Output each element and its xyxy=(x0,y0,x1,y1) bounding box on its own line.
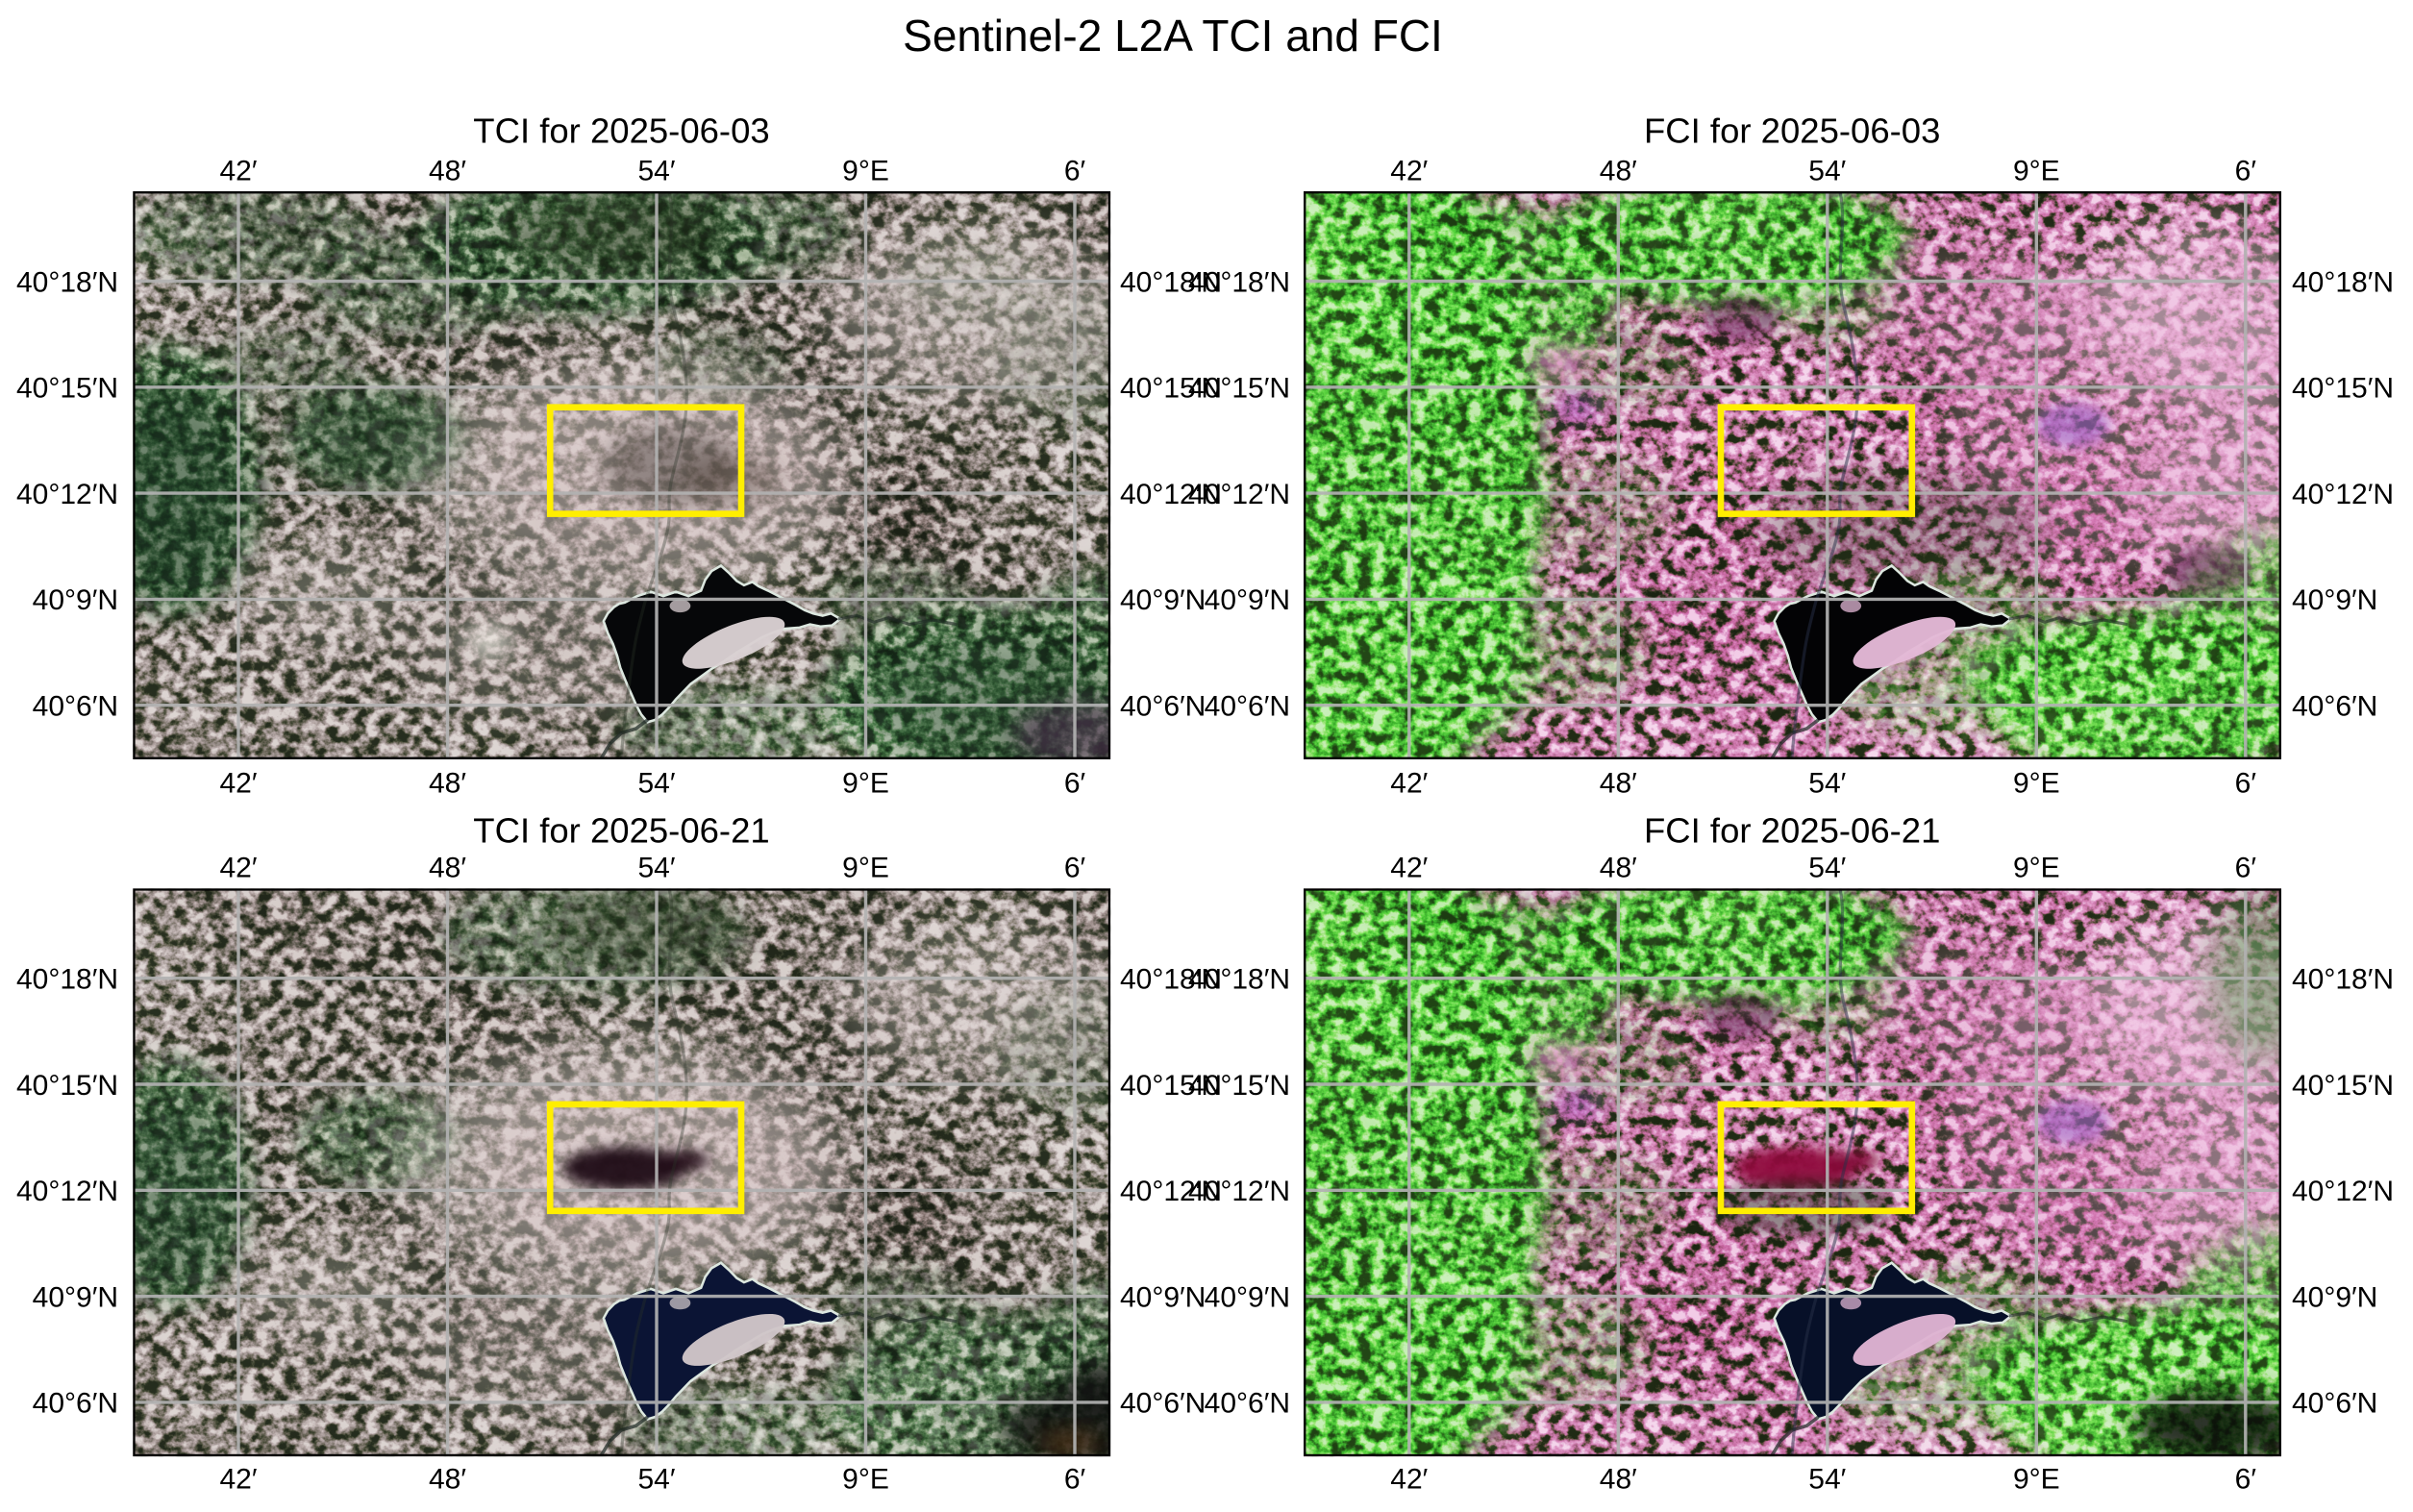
svg-text:40°12′N: 40°12′N xyxy=(1188,479,1290,510)
svg-text:6′: 6′ xyxy=(2235,767,2257,799)
svg-text:42′: 42′ xyxy=(1390,1463,1428,1495)
svg-text:40°12′N: 40°12′N xyxy=(1120,479,1222,510)
svg-text:FCI for 2025-06-03: FCI for 2025-06-03 xyxy=(1644,112,1940,151)
svg-text:6′: 6′ xyxy=(2235,1463,2257,1495)
svg-text:40°15′N: 40°15′N xyxy=(1188,373,1290,405)
svg-text:40°6′N: 40°6′N xyxy=(2292,1388,2377,1420)
svg-text:40°18′N: 40°18′N xyxy=(2292,964,2394,996)
svg-text:40°18′N: 40°18′N xyxy=(1120,266,1222,298)
svg-text:42′: 42′ xyxy=(1390,155,1428,186)
svg-text:42′: 42′ xyxy=(1390,767,1428,799)
svg-text:Sentinel-2 L2A TCI and FCI: Sentinel-2 L2A TCI and FCI xyxy=(903,11,1443,61)
svg-text:9°E: 9°E xyxy=(2013,852,2060,883)
svg-text:40°6′N: 40°6′N xyxy=(1120,1388,1206,1420)
svg-text:40°6′N: 40°6′N xyxy=(1120,691,1206,723)
svg-text:40°12′N: 40°12′N xyxy=(16,479,118,510)
svg-text:9°E: 9°E xyxy=(842,155,889,186)
svg-text:40°15′N: 40°15′N xyxy=(16,373,118,405)
svg-text:40°18′N: 40°18′N xyxy=(2292,266,2394,298)
svg-text:TCI for 2025-06-21: TCI for 2025-06-21 xyxy=(473,810,769,850)
svg-text:40°9′N: 40°9′N xyxy=(2292,1281,2377,1313)
svg-text:9°E: 9°E xyxy=(842,767,889,799)
svg-text:42′: 42′ xyxy=(220,1463,258,1495)
svg-text:40°15′N: 40°15′N xyxy=(1120,1070,1222,1102)
svg-text:40°9′N: 40°9′N xyxy=(1120,584,1206,616)
svg-text:40°6′N: 40°6′N xyxy=(33,691,118,723)
svg-text:40°12′N: 40°12′N xyxy=(2292,479,2394,510)
svg-text:9°E: 9°E xyxy=(842,1463,889,1495)
svg-text:48′: 48′ xyxy=(1600,1463,1637,1495)
svg-text:40°15′N: 40°15′N xyxy=(2292,373,2394,405)
svg-text:54′: 54′ xyxy=(638,852,676,883)
svg-text:40°18′N: 40°18′N xyxy=(1120,964,1222,996)
svg-text:40°18′N: 40°18′N xyxy=(1188,964,1290,996)
svg-text:40°6′N: 40°6′N xyxy=(2292,691,2377,723)
svg-text:48′: 48′ xyxy=(429,155,466,186)
svg-text:42′: 42′ xyxy=(1390,852,1428,883)
svg-text:9°E: 9°E xyxy=(842,852,889,883)
svg-text:40°9′N: 40°9′N xyxy=(2292,584,2377,616)
svg-text:40°18′N: 40°18′N xyxy=(1188,266,1290,298)
svg-text:40°9′N: 40°9′N xyxy=(1205,1281,1290,1313)
svg-text:54′: 54′ xyxy=(1808,1463,1846,1495)
svg-text:54′: 54′ xyxy=(638,767,676,799)
svg-text:6′: 6′ xyxy=(1064,155,1086,186)
svg-text:40°12′N: 40°12′N xyxy=(1120,1176,1222,1207)
svg-text:48′: 48′ xyxy=(1600,767,1637,799)
svg-text:40°18′N: 40°18′N xyxy=(16,266,118,298)
svg-text:6′: 6′ xyxy=(1064,1463,1086,1495)
svg-text:40°9′N: 40°9′N xyxy=(33,1281,118,1313)
svg-text:40°6′N: 40°6′N xyxy=(1205,691,1290,723)
svg-text:48′: 48′ xyxy=(1600,852,1637,883)
svg-text:40°15′N: 40°15′N xyxy=(1188,1070,1290,1102)
svg-text:48′: 48′ xyxy=(1600,155,1637,186)
svg-text:40°9′N: 40°9′N xyxy=(1205,584,1290,616)
svg-text:9°E: 9°E xyxy=(2013,767,2060,799)
svg-text:6′: 6′ xyxy=(1064,852,1086,883)
svg-text:40°12′N: 40°12′N xyxy=(16,1176,118,1207)
svg-text:40°15′N: 40°15′N xyxy=(16,1070,118,1102)
svg-text:9°E: 9°E xyxy=(2013,1463,2060,1495)
svg-text:48′: 48′ xyxy=(429,1463,466,1495)
svg-text:42′: 42′ xyxy=(220,852,258,883)
svg-text:FCI for 2025-06-21: FCI for 2025-06-21 xyxy=(1644,810,1940,850)
svg-text:40°15′N: 40°15′N xyxy=(2292,1070,2394,1102)
svg-text:40°9′N: 40°9′N xyxy=(1120,1281,1206,1313)
svg-text:54′: 54′ xyxy=(1808,155,1846,186)
svg-text:6′: 6′ xyxy=(2235,155,2257,186)
svg-text:40°18′N: 40°18′N xyxy=(16,964,118,996)
svg-text:40°12′N: 40°12′N xyxy=(1188,1176,1290,1207)
svg-text:40°15′N: 40°15′N xyxy=(1120,373,1222,405)
svg-text:6′: 6′ xyxy=(1064,767,1086,799)
svg-text:40°9′N: 40°9′N xyxy=(33,584,118,616)
svg-text:54′: 54′ xyxy=(1808,767,1846,799)
svg-text:TCI for 2025-06-03: TCI for 2025-06-03 xyxy=(473,112,769,151)
svg-text:40°12′N: 40°12′N xyxy=(2292,1176,2394,1207)
svg-text:54′: 54′ xyxy=(638,155,676,186)
svg-text:48′: 48′ xyxy=(429,767,466,799)
svg-text:54′: 54′ xyxy=(1808,852,1846,883)
svg-text:42′: 42′ xyxy=(220,155,258,186)
svg-text:9°E: 9°E xyxy=(2013,155,2060,186)
svg-text:40°6′N: 40°6′N xyxy=(1205,1388,1290,1420)
svg-text:42′: 42′ xyxy=(220,767,258,799)
svg-text:48′: 48′ xyxy=(429,852,466,883)
svg-text:54′: 54′ xyxy=(638,1463,676,1495)
svg-text:6′: 6′ xyxy=(2235,852,2257,883)
svg-text:40°6′N: 40°6′N xyxy=(33,1388,118,1420)
